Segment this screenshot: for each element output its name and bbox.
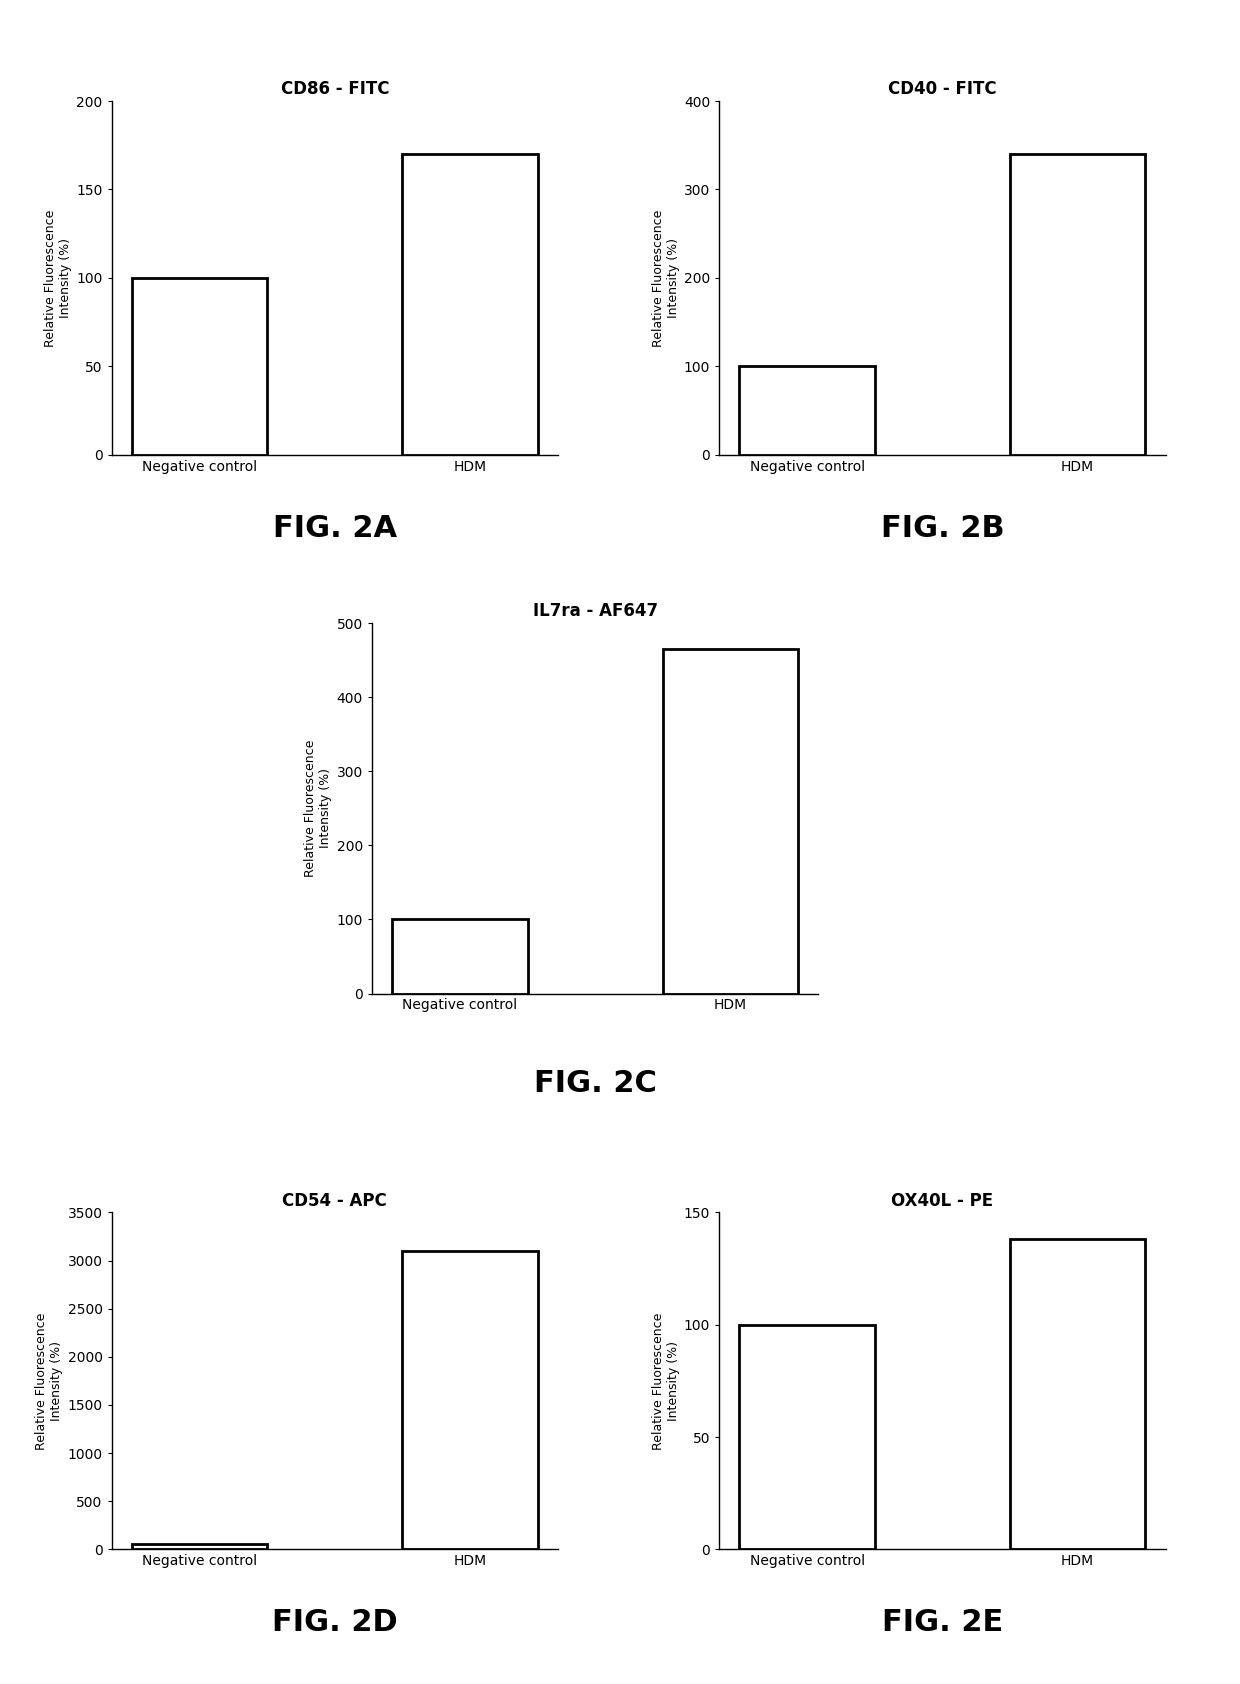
Bar [403, 1251, 538, 1549]
Bar [131, 1544, 267, 1549]
Text: FIG. 2A: FIG. 2A [273, 514, 397, 542]
Title: CD54 - APC: CD54 - APC [283, 1192, 387, 1209]
Title: CD40 - FITC: CD40 - FITC [888, 81, 997, 98]
Title: OX40L - PE: OX40L - PE [892, 1192, 993, 1209]
Bar [1011, 1239, 1146, 1549]
Bar [739, 365, 874, 455]
Y-axis label: Relative Fluorescence
Intensity (%): Relative Fluorescence Intensity (%) [652, 1312, 680, 1450]
Bar [1011, 155, 1146, 455]
Text: FIG. 2B: FIG. 2B [880, 514, 1004, 542]
Y-axis label: Relative Fluorescence
Intensity (%): Relative Fluorescence Intensity (%) [652, 209, 680, 347]
Bar [663, 648, 799, 994]
Bar [392, 919, 527, 994]
Title: CD86 - FITC: CD86 - FITC [280, 81, 389, 98]
Text: FIG. 2E: FIG. 2E [882, 1608, 1003, 1637]
Y-axis label: Relative Fluorescence
Intensity (%): Relative Fluorescence Intensity (%) [45, 209, 72, 347]
Text: FIG. 2D: FIG. 2D [272, 1608, 398, 1637]
Y-axis label: Relative Fluorescence
Intensity (%): Relative Fluorescence Intensity (%) [305, 739, 332, 877]
Title: IL7ra - AF647: IL7ra - AF647 [533, 603, 657, 620]
Bar [131, 278, 267, 455]
Y-axis label: Relative Fluorescence
Intensity (%): Relative Fluorescence Intensity (%) [35, 1312, 63, 1450]
Text: FIG. 2C: FIG. 2C [533, 1069, 657, 1098]
Bar [403, 155, 538, 455]
Bar [739, 1325, 874, 1549]
